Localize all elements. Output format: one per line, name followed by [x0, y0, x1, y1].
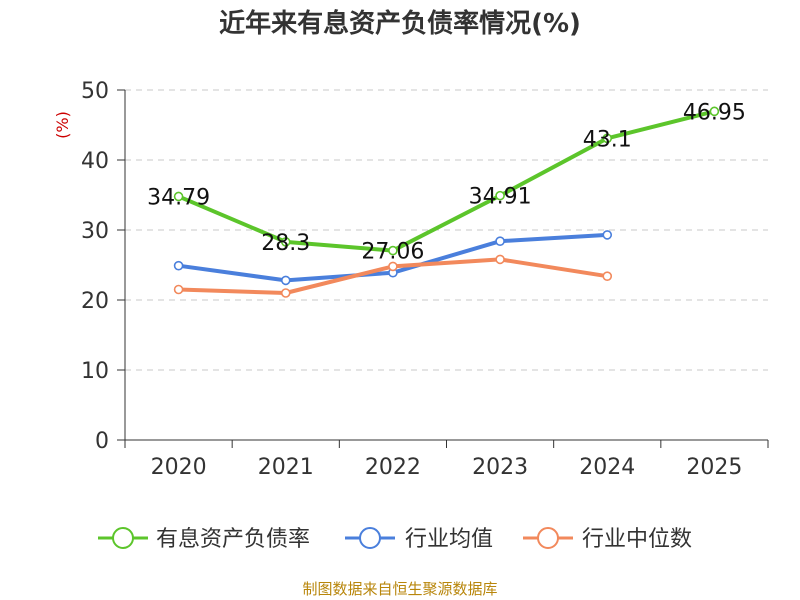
x-tick-label: 2023	[472, 455, 528, 480]
y-tick-label: 20	[81, 289, 109, 314]
data-point[interactable]	[173, 260, 184, 271]
data-point[interactable]	[173, 191, 184, 202]
data-point[interactable]	[602, 271, 613, 282]
data-label: 27.06	[361, 240, 424, 265]
y-tick-label: 10	[81, 359, 109, 384]
y-tick-label: 50	[81, 79, 109, 104]
data-label: 34.91	[469, 185, 532, 210]
data-point[interactable]	[388, 261, 398, 272]
data-point[interactable]	[280, 288, 291, 298]
x-tick-label: 2024	[579, 455, 635, 480]
data-point[interactable]	[280, 237, 291, 247]
series-layer	[173, 106, 720, 298]
data-point[interactable]	[495, 254, 505, 265]
data-point[interactable]	[280, 275, 291, 286]
data-point[interactable]	[173, 284, 184, 295]
legend-label: 有息资产负债率	[156, 527, 310, 552]
legend[interactable]: 有息资产负债率 行业均值 行业中位数	[98, 527, 692, 552]
x-tick-label: 2021	[258, 455, 314, 480]
data-label: 28.3	[261, 231, 310, 256]
x-tick-label: 2022	[365, 455, 421, 480]
data-point[interactable]	[388, 245, 398, 256]
data-label: 43.1	[583, 127, 632, 152]
legend-swatch-marker	[537, 527, 559, 549]
data-labels: 34.79 28.3 27.06 34.91 43.1 46.95	[147, 100, 746, 264]
y-tick-label: 40	[81, 149, 109, 174]
series-line-0	[177, 109, 715, 253]
y-tick-label: 30	[81, 219, 109, 244]
data-label: 34.79	[147, 185, 210, 210]
legend-swatch-marker	[112, 527, 134, 549]
source-note: 制图数据来自恒生聚源数据库	[302, 580, 497, 598]
grid-lines	[125, 89, 768, 371]
legend-item-2[interactable]: 行业中位数	[523, 527, 692, 552]
chart-title: 近年来有息资产负债率情况(%)	[219, 8, 581, 39]
legend-item-0[interactable]: 有息资产负债率	[98, 527, 310, 552]
data-point[interactable]	[709, 106, 720, 117]
y-tick-label: 0	[95, 429, 109, 454]
data-point[interactable]	[495, 236, 505, 246]
axes: 0 10 20 30 40 50 2020 2021 2022 2023 2024 2025	[81, 79, 769, 480]
x-tick-label: 2025	[686, 455, 742, 480]
legend-label: 行业均值	[405, 527, 493, 552]
x-tick-label: 2020	[151, 455, 207, 480]
legend-label: 行业中位数	[582, 527, 692, 552]
legend-item-1[interactable]: 行业均值	[345, 527, 493, 552]
legend-swatch-marker	[359, 527, 381, 549]
data-point[interactable]	[602, 133, 613, 144]
data-point[interactable]	[602, 230, 613, 240]
data-label: 46.95	[683, 100, 746, 125]
data-point[interactable]	[495, 190, 505, 201]
y-axis-unit: (%)	[53, 111, 72, 139]
